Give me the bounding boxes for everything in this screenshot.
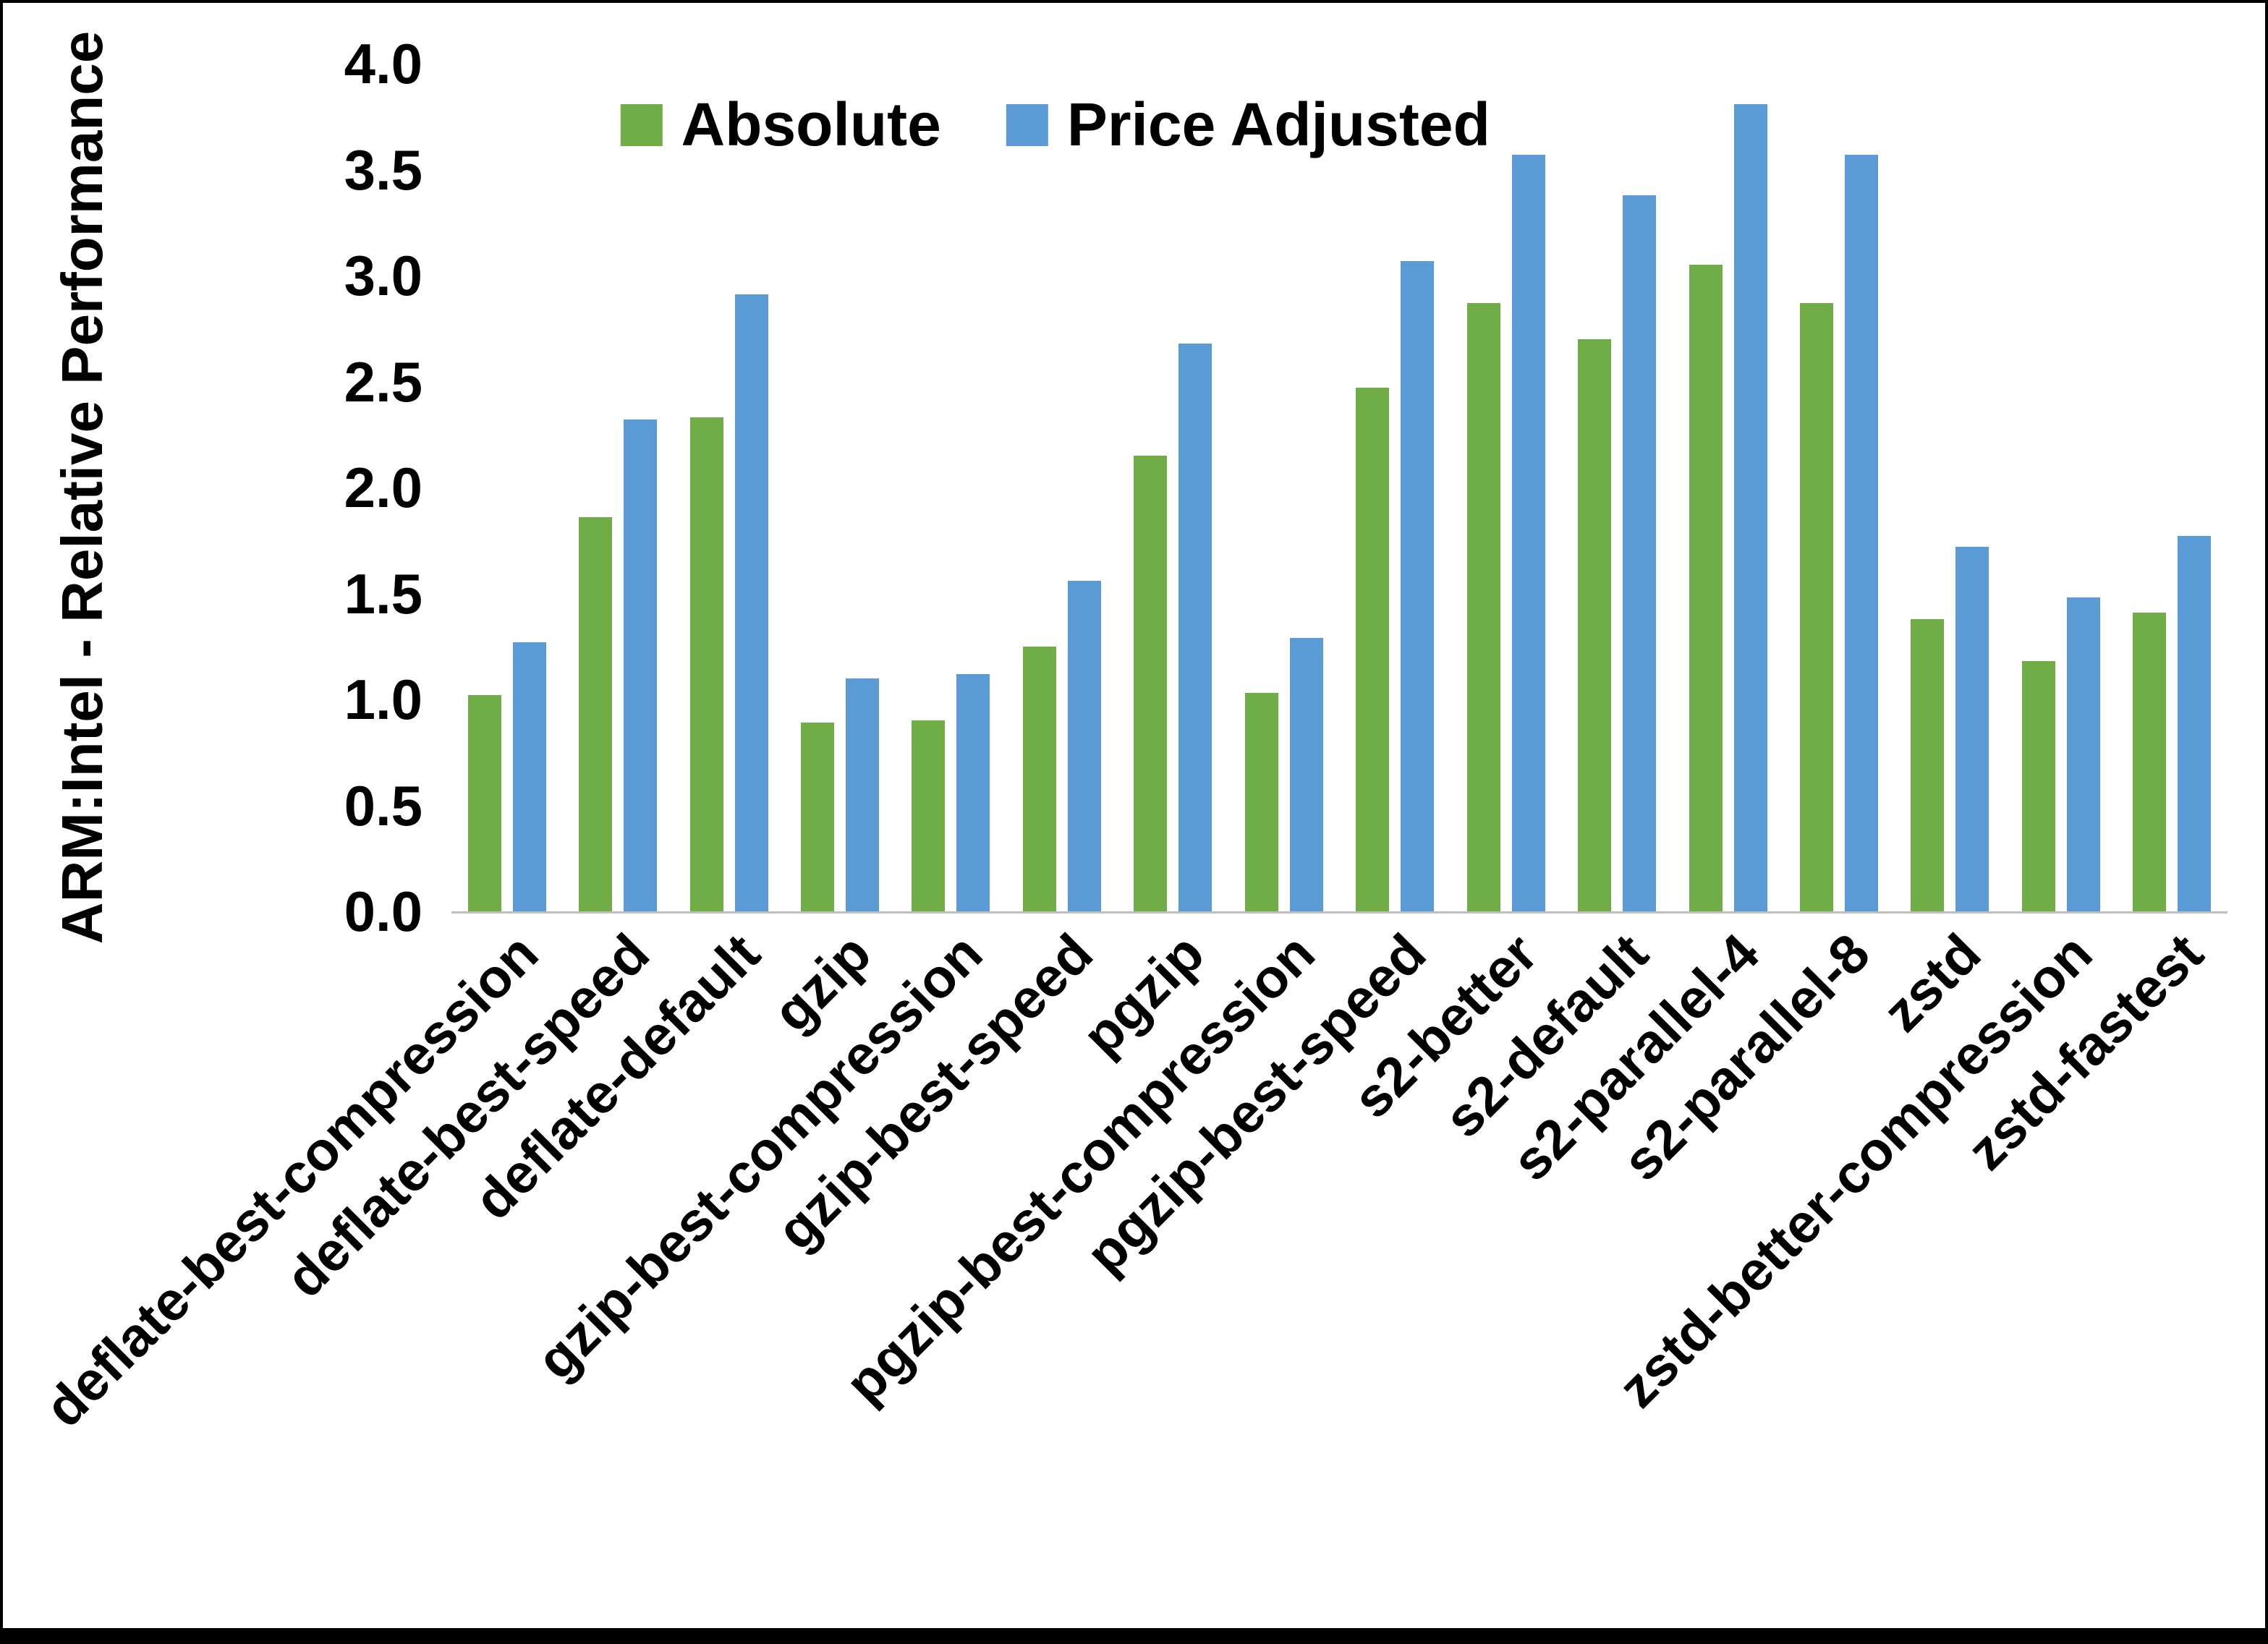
bar-absolute [1911, 618, 1945, 911]
bar-price-adjusted [1844, 155, 1878, 911]
bar-group [801, 64, 880, 911]
bar-price-adjusted [1623, 195, 1657, 911]
bar-group [1356, 64, 1435, 911]
bar-price-adjusted [624, 419, 658, 911]
bar-absolute [1356, 388, 1390, 911]
bar-absolute [1466, 303, 1500, 911]
y-tick-label: 1.0 [344, 668, 422, 731]
bar-group [1466, 64, 1545, 911]
legend-label: Price Adjusted [1066, 90, 1490, 158]
bar-price-adjusted [1401, 260, 1435, 911]
bar-group [1689, 64, 1767, 911]
legend-swatch [1006, 103, 1048, 146]
bar-price-adjusted [1511, 155, 1545, 911]
y-tick-label: 2.0 [344, 456, 422, 519]
bar-group [689, 64, 768, 911]
bar-absolute [579, 517, 613, 911]
y-tick-label: 0.0 [344, 880, 422, 943]
bars [451, 64, 2227, 911]
bar-group [1578, 64, 1657, 911]
bar-group [1244, 64, 1323, 911]
bar-group [1134, 64, 1212, 911]
y-tick-label: 4.0 [344, 32, 422, 95]
bar-price-adjusted [734, 294, 768, 911]
bar-price-adjusted [956, 673, 990, 911]
bar-group [912, 64, 990, 911]
bar-price-adjusted [2178, 536, 2212, 911]
bar-absolute [2021, 661, 2055, 911]
legend-swatch [620, 103, 663, 146]
bar-price-adjusted [1067, 580, 1101, 911]
plot-area: Absolute Price Adjusted [451, 64, 2227, 913]
bar-absolute [1134, 456, 1168, 911]
bar-group [2021, 64, 2100, 911]
bar-group [1799, 64, 1878, 911]
bar-absolute [689, 417, 723, 911]
legend-label: Absolute [681, 90, 941, 158]
bar-absolute [1244, 693, 1278, 911]
bar-price-adjusted [846, 678, 880, 911]
bar-price-adjusted [1733, 103, 1767, 911]
bar-group [467, 64, 546, 911]
bar-group [1911, 64, 1989, 911]
bar-price-adjusted [1955, 547, 1989, 911]
x-axis-labels: deflate-best-compression deflate-best-spe… [33, 922, 2227, 1617]
y-tick-label: 0.5 [344, 773, 422, 838]
legend: Absolute Price Adjusted [620, 90, 1490, 160]
y-tick-label: 3.0 [344, 244, 422, 307]
bar-absolute [1578, 338, 1612, 911]
bar-price-adjusted [512, 642, 546, 911]
y-tick-label: 3.5 [344, 137, 422, 202]
y-axis-ticks: 0.0 0.5 1.0 1.5 2.0 2.5 3.0 3.5 4.0 [3, 35, 422, 940]
bar-absolute [467, 695, 501, 911]
y-tick-label: 1.5 [344, 561, 422, 626]
legend-item: Price Adjusted [1006, 90, 1490, 160]
legend-item: Absolute [620, 90, 941, 160]
bar-price-adjusted [1178, 343, 1212, 911]
bar-absolute [2133, 612, 2167, 911]
bar-price-adjusted [1289, 638, 1323, 911]
y-tick-label: 2.5 [344, 349, 422, 414]
bar-absolute [1022, 646, 1056, 911]
bar-absolute [912, 720, 946, 911]
bar-group [2133, 64, 2212, 911]
bar-absolute [801, 723, 835, 911]
bar-absolute [1799, 303, 1833, 911]
bar-group [1022, 64, 1101, 911]
bar-absolute [1689, 265, 1723, 911]
bar-group [579, 64, 658, 911]
bar-price-adjusted [2066, 597, 2100, 911]
